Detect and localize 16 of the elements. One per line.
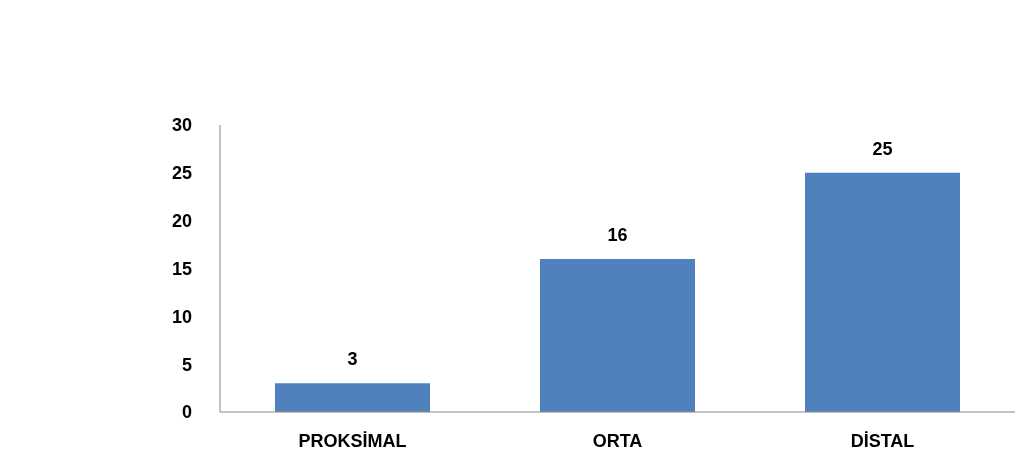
y-tick-label: 0 bbox=[181, 402, 192, 423]
x-tick-label: PROKSİMAL bbox=[298, 430, 407, 451]
x-tick-label: ORTA bbox=[592, 430, 643, 451]
y-tick-label: 15 bbox=[171, 258, 192, 279]
bar bbox=[275, 383, 430, 412]
y-tick-label: 5 bbox=[181, 354, 192, 375]
y-tick-label: 25 bbox=[171, 163, 192, 184]
data-label: 25 bbox=[872, 138, 893, 159]
data-label: 16 bbox=[607, 224, 628, 245]
y-tick-label: 20 bbox=[171, 211, 192, 232]
y-tick-label: 30 bbox=[171, 115, 192, 136]
y-tick-label: 10 bbox=[171, 306, 192, 327]
bar bbox=[540, 258, 695, 412]
data-label: 3 bbox=[347, 349, 358, 370]
bar bbox=[805, 172, 960, 412]
x-tick-label: DİSTAL bbox=[850, 430, 915, 451]
